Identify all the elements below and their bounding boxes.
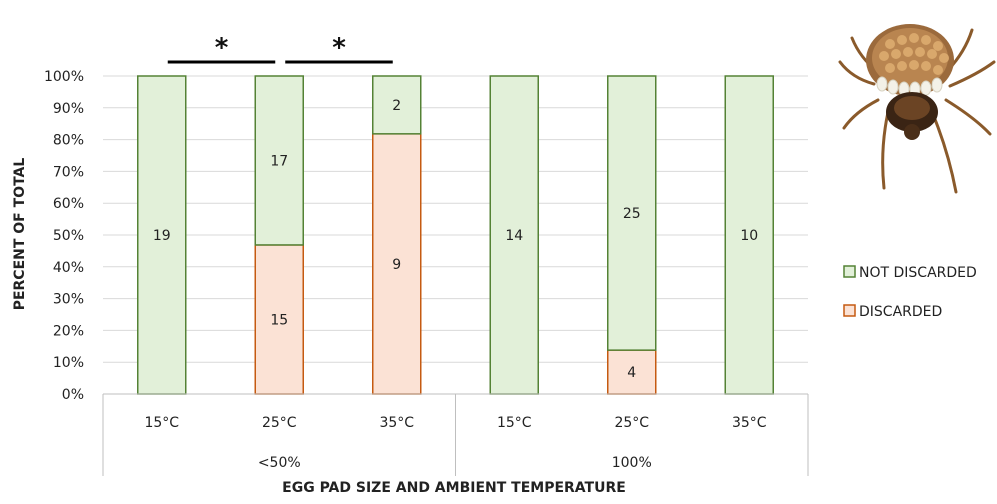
bars: 19 15 17 9 2 14 4 25 10 bbox=[137, 75, 774, 395]
legend-label: DISCARDED bbox=[859, 304, 942, 320]
bar-segment-discarded bbox=[372, 133, 422, 395]
bar-segment-not-discarded bbox=[137, 75, 187, 395]
y-tick-label: 90% bbox=[53, 101, 84, 117]
bar-segment-discarded bbox=[607, 349, 657, 395]
bar-segment-not-discarded bbox=[372, 75, 422, 135]
y-axis-title: PERCENT OF TOTAL bbox=[12, 158, 28, 311]
legend-swatch bbox=[843, 265, 856, 278]
y-tick-label: 100% bbox=[44, 69, 84, 85]
data-label-discarded: 15 bbox=[270, 312, 288, 328]
x-category-label: 25°C bbox=[262, 415, 297, 431]
axes: 0% 10% 20% 30% 40% 50% 60% 70% 80% 90% 100% 15°C 25°… bbox=[44, 69, 809, 476]
y-tick-label: 20% bbox=[53, 323, 84, 339]
data-label-not-discarded: 2 bbox=[392, 98, 401, 114]
y-tick-label: 0% bbox=[62, 387, 84, 403]
x-category-label: 15°C bbox=[497, 415, 532, 431]
data-label-discarded: 9 bbox=[392, 257, 401, 273]
legend-label: NOT DISCARDED bbox=[859, 265, 977, 281]
x-group-label: <50% bbox=[258, 455, 301, 471]
y-tick-label: 40% bbox=[53, 260, 84, 276]
data-label-not-discarded: 19 bbox=[153, 228, 171, 244]
bar-segment-not-discarded bbox=[724, 75, 774, 395]
significance-markers: * * bbox=[167, 33, 393, 64]
y-tick-label: 10% bbox=[53, 355, 84, 371]
x-category-label: 35°C bbox=[732, 415, 767, 431]
bar-segment-not-discarded bbox=[489, 75, 539, 395]
significance-star: * bbox=[332, 33, 346, 63]
gridlines bbox=[103, 75, 808, 363]
x-axis-title: EGG PAD SIZE AND AMBIENT TEMPERATURE bbox=[282, 480, 626, 496]
x-group-label: 100% bbox=[612, 455, 652, 471]
data-label-not-discarded: 10 bbox=[740, 228, 758, 244]
data-label-not-discarded: 25 bbox=[623, 206, 641, 222]
data-label-not-discarded: 14 bbox=[505, 228, 523, 244]
legend: NOT DISCARDED DISCARDED bbox=[843, 265, 977, 320]
y-tick-label: 30% bbox=[53, 292, 84, 308]
y-tick-label: 60% bbox=[53, 196, 84, 212]
data-label-not-discarded: 17 bbox=[270, 153, 288, 169]
tick-egg-pad-photo bbox=[838, 24, 996, 194]
x-category-label: 15°C bbox=[144, 415, 179, 431]
y-tick-label: 50% bbox=[53, 228, 84, 244]
y-tick-label: 80% bbox=[53, 133, 84, 149]
bar-segment-not-discarded bbox=[607, 75, 657, 351]
significance-star: * bbox=[215, 33, 229, 63]
legend-swatch bbox=[843, 304, 856, 317]
bar-segment-not-discarded bbox=[254, 75, 304, 246]
y-tick-label: 70% bbox=[53, 164, 84, 180]
data-label-discarded: 4 bbox=[627, 365, 636, 381]
x-category-label: 25°C bbox=[614, 415, 649, 431]
x-category-label: 35°C bbox=[379, 415, 414, 431]
